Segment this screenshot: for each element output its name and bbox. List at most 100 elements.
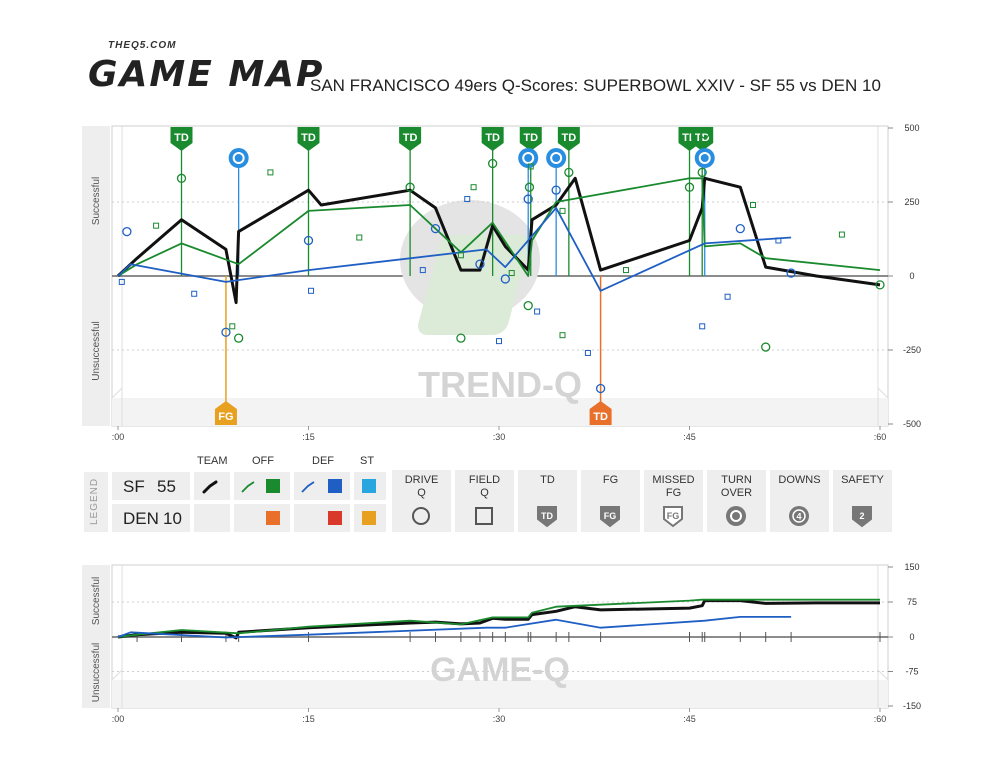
- floor-edge-right: [877, 387, 889, 399]
- y-tick-label: 150: [904, 562, 919, 572]
- x-tick-label: :60: [874, 714, 887, 724]
- fg-flag-label: FG: [218, 411, 233, 423]
- legend-shield-glyph: FG: [604, 511, 617, 521]
- drive-q-point-def: [221, 327, 231, 337]
- legend-side: [84, 472, 108, 532]
- drive-q-point-off: [564, 167, 574, 178]
- y-label-panel: [82, 126, 110, 426]
- legend-team-line: [202, 480, 218, 494]
- drive-q-point-off: [233, 333, 244, 343]
- drive-q-point-off: [405, 182, 415, 192]
- drive-q-point-def: [122, 226, 132, 237]
- field-q-point-off: [838, 231, 845, 238]
- legend-symbol-label: FIELD Q: [468, 474, 501, 499]
- y-label-panel: [82, 565, 110, 708]
- series-line-sf_off: [117, 598, 880, 638]
- field-q-point-off: [356, 234, 363, 241]
- td-flag: [170, 127, 193, 151]
- legend-shield-glyph: TD: [541, 511, 553, 521]
- legend-symbol-cell: [455, 470, 514, 532]
- y-label-successful: Successful: [91, 577, 102, 625]
- y-tick-label: 0: [909, 271, 914, 281]
- missed-fg-shield-icon: FG: [663, 506, 683, 528]
- drive-q-point-off: [700, 129, 710, 139]
- drive-q-point-def: [475, 259, 485, 269]
- legend-team-sf-score: 55: [157, 477, 176, 496]
- drive-q-point-def: [595, 383, 606, 394]
- watermark-logo-5: [418, 235, 530, 335]
- drive-q-point-def: [523, 194, 533, 204]
- legend-header-st: ST: [360, 455, 375, 467]
- legend-shield-shape: [663, 506, 683, 528]
- legend-sf-def-line: [301, 481, 315, 493]
- td-flag: [557, 127, 580, 151]
- x-tick-label: :15: [302, 432, 315, 440]
- series-line-sf_off: [117, 177, 881, 277]
- legend-team-sf-cell: [112, 472, 190, 500]
- td-flag-label: TD: [523, 132, 538, 144]
- x-tick-label: :30: [493, 432, 506, 440]
- field-q-point-off: [559, 207, 566, 214]
- td-flag: [519, 127, 542, 151]
- y-label-unsuccessful: Unsuccessful: [91, 643, 102, 702]
- y-label-unsuccessful: Unsuccessful: [91, 321, 102, 380]
- field-q-point-off: [559, 332, 566, 339]
- downs-icon: 4: [789, 506, 809, 526]
- game-q-chart: Successful Unsuccessful GAME-Q:00:15:30:45…: [82, 562, 921, 724]
- legend-downs-glyph: 4: [796, 512, 801, 522]
- drive-q-point-off: [684, 182, 695, 192]
- field-q-point-off: [750, 201, 756, 208]
- drive-q-point-off: [487, 158, 498, 169]
- legend-symbol-label: FG: [602, 474, 619, 486]
- turnover-icon: [726, 506, 746, 526]
- td-flag: [297, 127, 320, 151]
- legend-sf-off-swatch: [266, 479, 280, 493]
- series-line-team: [116, 176, 881, 305]
- legend-header-def: DEF: [312, 455, 334, 467]
- field-q-point-def: [584, 349, 591, 356]
- legend-header-team: TEAM: [197, 455, 228, 467]
- turnover-icon-arrow: [550, 152, 563, 164]
- legend-sf-off-cell: [234, 472, 290, 500]
- trend-q-chart: Successful Unsuccessful TREND-Q:00:15:30:4…: [82, 123, 921, 440]
- x-tick-label: :15: [302, 714, 315, 724]
- td-flag-label: TD: [301, 132, 316, 144]
- turnover-icon: [694, 148, 715, 168]
- x-tick-label: :45: [683, 714, 696, 724]
- td-shield-icon: TD: [537, 506, 557, 528]
- drive-q-point-def: [786, 268, 796, 278]
- series-line-sf_def: [117, 616, 792, 639]
- field-q-point-off: [153, 222, 160, 229]
- field-q-point-def: [775, 237, 782, 244]
- legend-header-off: OFF: [252, 455, 274, 467]
- field-q-point-off: [623, 267, 629, 274]
- legend-shield-glyph: FG: [667, 511, 680, 521]
- plot-floor: [112, 680, 888, 708]
- field-q-point-off: [470, 184, 477, 191]
- turnover-icon: [228, 148, 249, 168]
- td-flag-label: TD: [695, 132, 710, 144]
- field-q-point-off: [527, 163, 534, 170]
- field-q-point-def: [699, 323, 706, 330]
- watermark: TREND-Q: [418, 364, 582, 405]
- watermark: GAME-Q: [430, 651, 570, 689]
- floor-edge-left: [111, 669, 123, 681]
- den-td-flag: [589, 401, 612, 425]
- plot-floor: [112, 398, 888, 426]
- td-flag: [399, 127, 422, 151]
- legend-shield-glyph: 2: [859, 511, 864, 521]
- legend-den-off-cell: [234, 504, 290, 532]
- x-tick-label: :60: [874, 432, 887, 440]
- legend-den-def-swatch: [328, 511, 342, 525]
- x-tick-label: :45: [683, 432, 696, 440]
- y-tick-label: -150: [903, 701, 921, 711]
- legend-team-den-cell: [112, 504, 190, 532]
- td-flag: [691, 127, 714, 151]
- field-q-point-def: [724, 293, 731, 300]
- series-line-sf_def: [117, 206, 792, 292]
- legend-shield-shape: [600, 506, 620, 528]
- legend-turnover-arrow: [730, 510, 742, 522]
- legend-symbol-label: TD: [540, 474, 555, 486]
- drive-q-point-def: [735, 223, 745, 234]
- drive-q-point-off: [523, 300, 533, 311]
